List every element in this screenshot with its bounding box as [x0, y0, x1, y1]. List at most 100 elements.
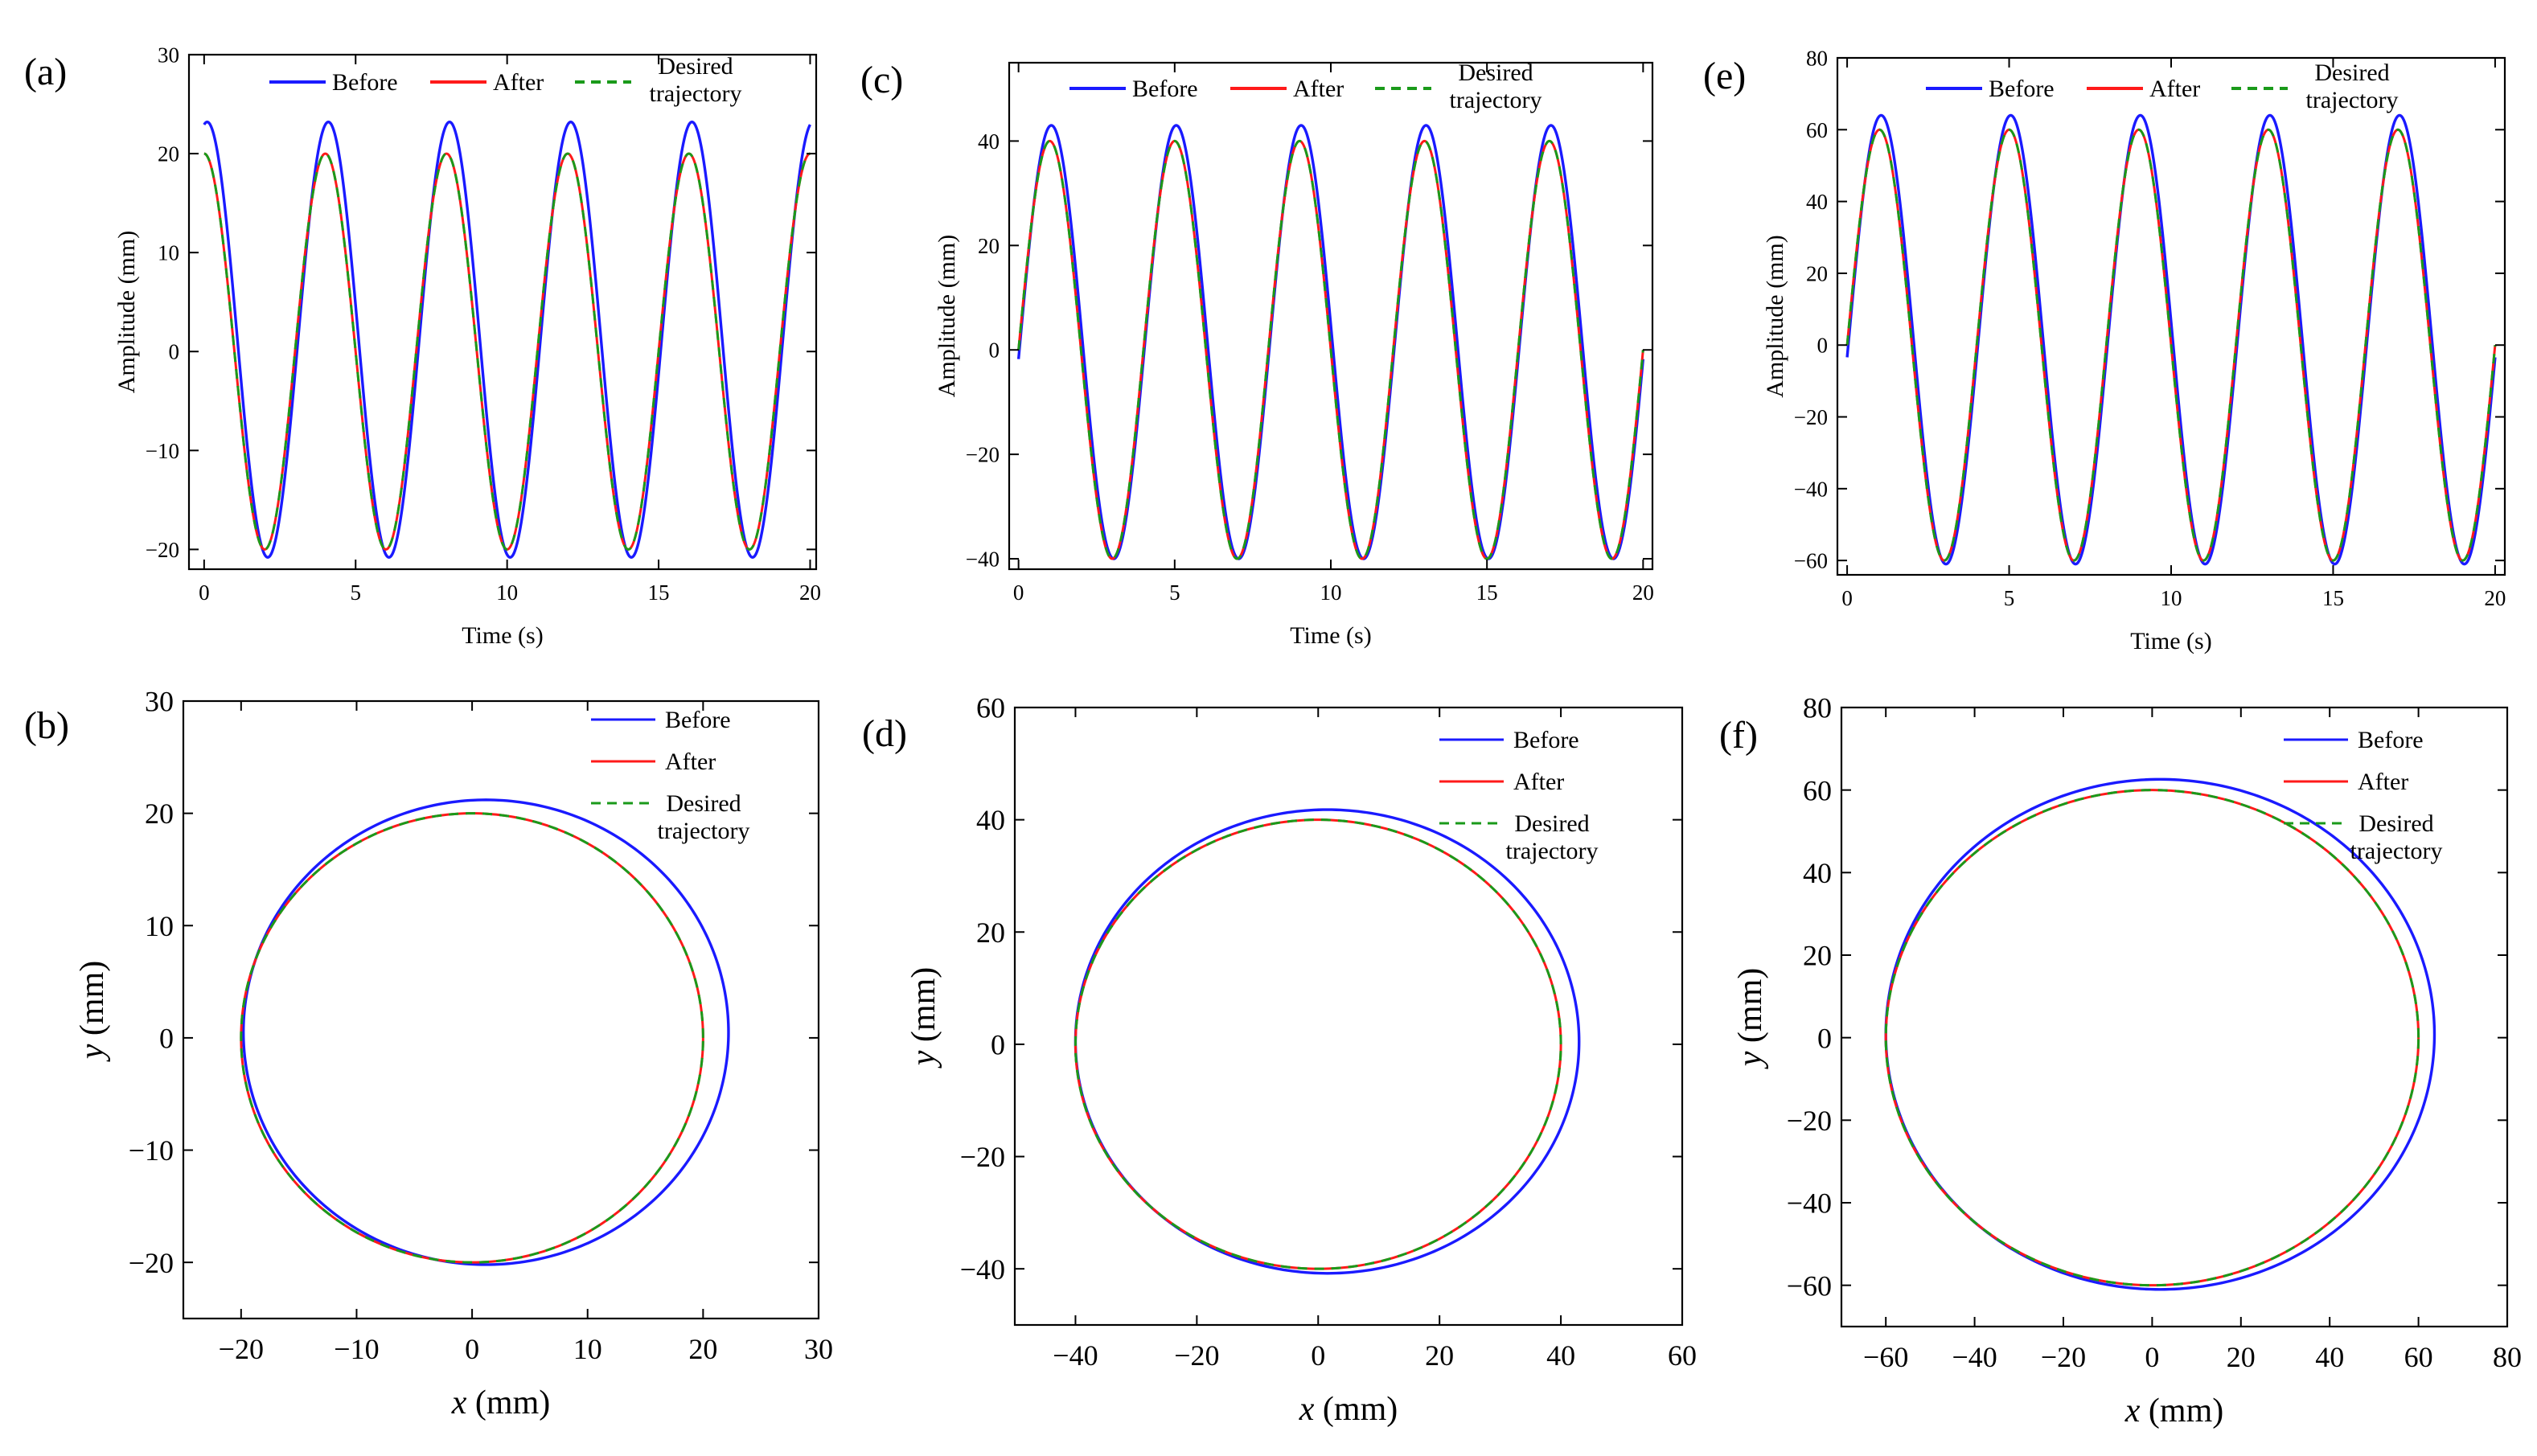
y-tick-label: −20: [966, 443, 1000, 467]
legend-label-desired-1: Desired: [2314, 59, 2389, 86]
y-tick-label: −20: [129, 1247, 174, 1279]
y-tick-label: 40: [1806, 190, 1828, 214]
y-tick-label: −20: [1787, 1105, 1832, 1137]
x-tick-label: 40: [1546, 1339, 1575, 1372]
y-tick-label: 60: [1806, 118, 1828, 142]
legend-label-desired-1: Desired: [666, 790, 741, 817]
panel-label: (d): [862, 712, 907, 755]
x-tick-label: 5: [2004, 586, 2015, 610]
x-axis-label: x (mm): [451, 1384, 550, 1421]
x-tick-label: 5: [1169, 580, 1180, 605]
x-tick-label: 15: [1476, 580, 1498, 605]
series-line-before: [1074, 808, 1581, 1275]
axes-frame: [187, 53, 818, 571]
x-tick-label: 60: [1668, 1339, 1697, 1372]
x-tick-label: 10: [1320, 580, 1342, 605]
legend-label-before: Before: [1989, 76, 2055, 102]
legend-label-before: Before: [1132, 76, 1198, 102]
legend-label-desired-1: Desired: [2358, 810, 2433, 837]
x-axis-label: x (mm): [1299, 1391, 1398, 1428]
plot-area: [240, 798, 730, 1266]
y-tick-label: 20: [978, 234, 1000, 258]
series-line-after: [1074, 818, 1562, 1270]
panel-label: (c): [860, 59, 903, 101]
x-axis-label: x (mm): [2124, 1392, 2223, 1429]
y-tick-label: −40: [1787, 1187, 1832, 1220]
panel-label: (f): [1719, 714, 1758, 757]
x-tick-label: −60: [1863, 1341, 1908, 1373]
x-tick-label: 20: [799, 580, 821, 605]
chart-panel-a: 0 5 10 15 20 −20 −10 0 10 20 30 Time (s) Amplitude (…: [24, 43, 821, 649]
y-tick-label: 20: [145, 798, 174, 830]
y-tick-label: −40: [966, 547, 1000, 571]
legend-label-after: After: [2149, 76, 2200, 102]
x-tick-label: 40: [2315, 1341, 2344, 1373]
legend-label-desired-1: Desired: [658, 53, 733, 80]
plot-area: [1016, 124, 1645, 560]
series-line-desired: [203, 152, 811, 551]
x-tick-label: 5: [350, 580, 361, 605]
y-tick-label: 60: [976, 692, 1005, 724]
legend-label-after: After: [493, 69, 544, 96]
x-tick-label: 15: [2322, 586, 2344, 610]
y-tick-label: −60: [1787, 1269, 1832, 1302]
y-tick-label: 10: [145, 910, 174, 942]
x-tick-label: 0: [465, 1333, 479, 1365]
y-tick-label: 0: [159, 1023, 174, 1055]
axes-frame: [1840, 706, 2509, 1328]
legend-label-desired-2: trajectory: [2350, 838, 2443, 864]
y-tick-label: 30: [145, 686, 174, 718]
x-tick-label: 0: [199, 580, 210, 605]
x-tick-label: 0: [1841, 586, 1853, 610]
y-tick-label: −20: [960, 1141, 1005, 1173]
y-tick-label: 0: [989, 338, 1000, 363]
chart-panel-c: 0 5 10 15 20 −40 −20 0 20 40 Time (s) Amplitude (mm…: [860, 59, 1654, 649]
x-tick-label: −10: [334, 1333, 379, 1365]
x-tick-label: 15: [648, 580, 670, 605]
legend-label-after: After: [665, 749, 716, 775]
legend-label-before: Before: [665, 707, 731, 733]
y-tick-label: 0: [169, 340, 180, 364]
x-tick-label: 0: [1013, 580, 1024, 605]
series-line-after: [240, 812, 704, 1264]
legend-label-desired-2: trajectory: [1450, 87, 1542, 113]
series-line-after: [1884, 789, 2420, 1287]
series-line-desired: [1845, 128, 2497, 562]
y-tick-label: 40: [1803, 857, 1832, 889]
chart-panel-b: −20 −10 0 10 20 30 −20 −10 0 10 20 30 x (mm) y (mm) (b…: [24, 686, 833, 1421]
x-tick-label: 30: [804, 1333, 833, 1365]
x-tick-label: 20: [688, 1333, 717, 1365]
panel-label: (a): [24, 51, 67, 93]
x-tick-label: 0: [2145, 1341, 2159, 1373]
y-tick-label: 20: [158, 142, 179, 166]
x-tick-label: 80: [2493, 1341, 2522, 1373]
x-tick-label: 10: [2161, 586, 2182, 610]
x-tick-label: −20: [219, 1333, 264, 1365]
y-tick-label: −10: [129, 1134, 174, 1167]
legend-label-desired-2: trajectory: [2306, 87, 2399, 113]
panel-label: (e): [1703, 55, 1746, 97]
y-axis-label: y (mm): [74, 961, 111, 1062]
y-tick-label: 40: [978, 129, 1000, 154]
x-tick-label: 20: [2484, 586, 2506, 610]
x-tick-label: −40: [1053, 1339, 1098, 1372]
y-axis-label: y (mm): [1732, 968, 1769, 1069]
y-tick-label: 80: [1806, 46, 1828, 70]
y-tick-label: 80: [1803, 692, 1832, 724]
x-tick-label: 60: [2404, 1341, 2433, 1373]
axes-frame: [1013, 706, 1684, 1327]
plot-area: [1074, 808, 1581, 1275]
y-tick-label: 20: [1803, 940, 1832, 972]
series-line-before: [241, 798, 730, 1266]
y-tick-label: 30: [158, 43, 179, 67]
legend-label-desired-1: Desired: [1514, 810, 1589, 837]
series-line-desired: [1074, 818, 1562, 1270]
y-tick-label: 60: [1803, 774, 1832, 806]
plot-area: [203, 120, 811, 559]
chart-panel-f: −60 −40 −20 0 20 40 60 80 −60 −40 −20 0 20 40 60 80 x (m…: [1719, 692, 2522, 1429]
